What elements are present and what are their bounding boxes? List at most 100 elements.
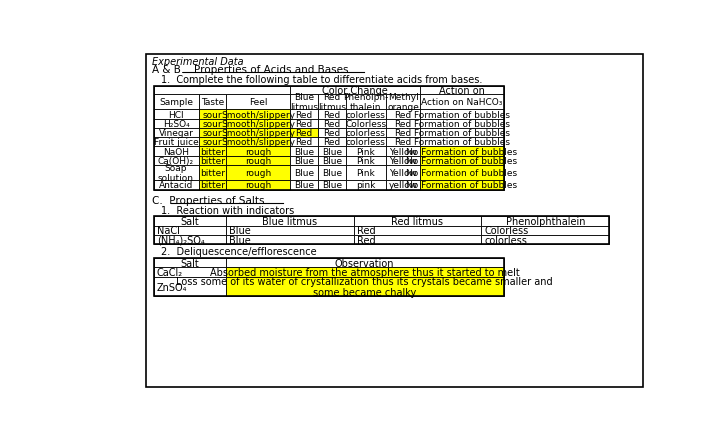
Text: Methyl
orange: Methyl orange (387, 93, 419, 112)
Text: Pink: Pink (356, 147, 375, 156)
Text: sour: sour (202, 120, 222, 128)
Bar (318, 166, 346, 181)
Text: colorless: colorless (346, 110, 386, 119)
Text: Soap
solution: Soap solution (158, 163, 194, 183)
Text: Blue: Blue (322, 181, 342, 190)
Bar (386, 129, 420, 138)
Bar (153, 166, 199, 181)
Bar (153, 268, 225, 278)
Bar (153, 86, 504, 190)
Bar (226, 138, 290, 147)
Text: Colorless: Colorless (485, 226, 528, 236)
Text: Vinegar: Vinegar (158, 129, 194, 138)
Bar (386, 156, 420, 166)
Text: C.  Properties of Salts: C. Properties of Salts (152, 196, 264, 206)
Text: bitter: bitter (200, 181, 225, 190)
Text: Blue: Blue (294, 147, 314, 156)
Bar (290, 156, 318, 166)
Text: Action on NaHCO₃: Action on NaHCO₃ (421, 98, 503, 107)
Bar (420, 129, 504, 138)
Bar (153, 110, 199, 120)
Text: Blue: Blue (229, 226, 251, 236)
Bar (290, 95, 318, 110)
Bar (482, 226, 609, 235)
Bar (226, 156, 290, 166)
Bar (153, 226, 225, 235)
Text: Blue: Blue (322, 156, 342, 166)
Bar (420, 95, 504, 110)
Text: rough: rough (245, 169, 271, 178)
Bar (225, 258, 504, 268)
Text: Salt: Salt (180, 216, 199, 226)
Bar (420, 166, 504, 181)
Bar (153, 217, 225, 226)
Text: Smooth/slippery: Smooth/slippery (221, 129, 295, 138)
Bar (354, 235, 482, 244)
Text: Blue: Blue (322, 147, 342, 156)
Bar (346, 129, 386, 138)
Bar (225, 278, 504, 296)
Text: Red: Red (323, 110, 341, 119)
Text: Smooth/slippery: Smooth/slippery (221, 120, 295, 128)
Text: colorless: colorless (346, 138, 386, 147)
Text: 1.  Complete the following table to differentiate acids from bases.: 1. Complete the following table to diffe… (161, 74, 482, 85)
Text: rough: rough (245, 156, 271, 166)
Text: sour: sour (202, 129, 222, 138)
Bar (482, 217, 609, 226)
Bar (318, 138, 346, 147)
Text: sour: sour (202, 110, 222, 119)
Bar (318, 110, 346, 120)
Bar (290, 166, 318, 181)
Bar (226, 129, 290, 138)
Text: (NH₄)₂SO₄: (NH₄)₂SO₄ (157, 235, 204, 245)
Text: bitter: bitter (200, 169, 225, 178)
Text: Blue litmus: Blue litmus (262, 216, 317, 226)
Text: 2.  Deliquescence/efflorescence: 2. Deliquescence/efflorescence (161, 247, 317, 257)
Bar (153, 217, 609, 244)
Bar (420, 138, 504, 147)
Bar (318, 120, 346, 129)
Bar (346, 156, 386, 166)
Bar (145, 55, 644, 387)
Text: Feel: Feel (249, 98, 267, 107)
Bar (225, 226, 354, 235)
Text: Fruit juice: Fruit juice (153, 138, 199, 147)
Text: A & B.   Properties of Acids and Bases: A & B. Properties of Acids and Bases (152, 65, 348, 75)
Text: No Formation of bubbles: No Formation of bubbles (406, 147, 518, 156)
Text: Red: Red (323, 120, 341, 128)
Text: Blue: Blue (322, 169, 342, 178)
Text: Red: Red (395, 129, 412, 138)
Bar (199, 156, 226, 166)
Text: colorless: colorless (346, 129, 386, 138)
Text: Red: Red (295, 129, 312, 138)
Text: NaCl: NaCl (157, 226, 179, 236)
Text: Antacid: Antacid (159, 181, 193, 190)
Bar (346, 110, 386, 120)
Bar (290, 129, 318, 138)
Bar (482, 235, 609, 244)
Text: Yellow: Yellow (390, 147, 417, 156)
Bar (346, 95, 386, 110)
Bar (225, 268, 504, 278)
Bar (290, 138, 318, 147)
Bar (346, 120, 386, 129)
Text: Red: Red (395, 120, 412, 128)
Bar (420, 110, 504, 120)
Text: Blue
litmus: Blue litmus (290, 93, 318, 112)
Text: NaOH: NaOH (163, 147, 189, 156)
Text: Yellow: Yellow (390, 156, 417, 166)
Bar (199, 147, 226, 156)
Bar (386, 120, 420, 129)
Text: Pink: Pink (356, 156, 375, 166)
Text: Blue: Blue (294, 181, 314, 190)
Text: rough: rough (245, 147, 271, 156)
Text: Red: Red (356, 226, 375, 236)
Text: Phenolphthalein: Phenolphthalein (505, 216, 585, 226)
Text: bitter: bitter (200, 147, 225, 156)
Text: Experimental Data: Experimental Data (152, 57, 243, 67)
Bar (153, 120, 199, 129)
Bar (226, 181, 290, 190)
Bar (226, 147, 290, 156)
Bar (386, 110, 420, 120)
Bar (153, 138, 199, 147)
